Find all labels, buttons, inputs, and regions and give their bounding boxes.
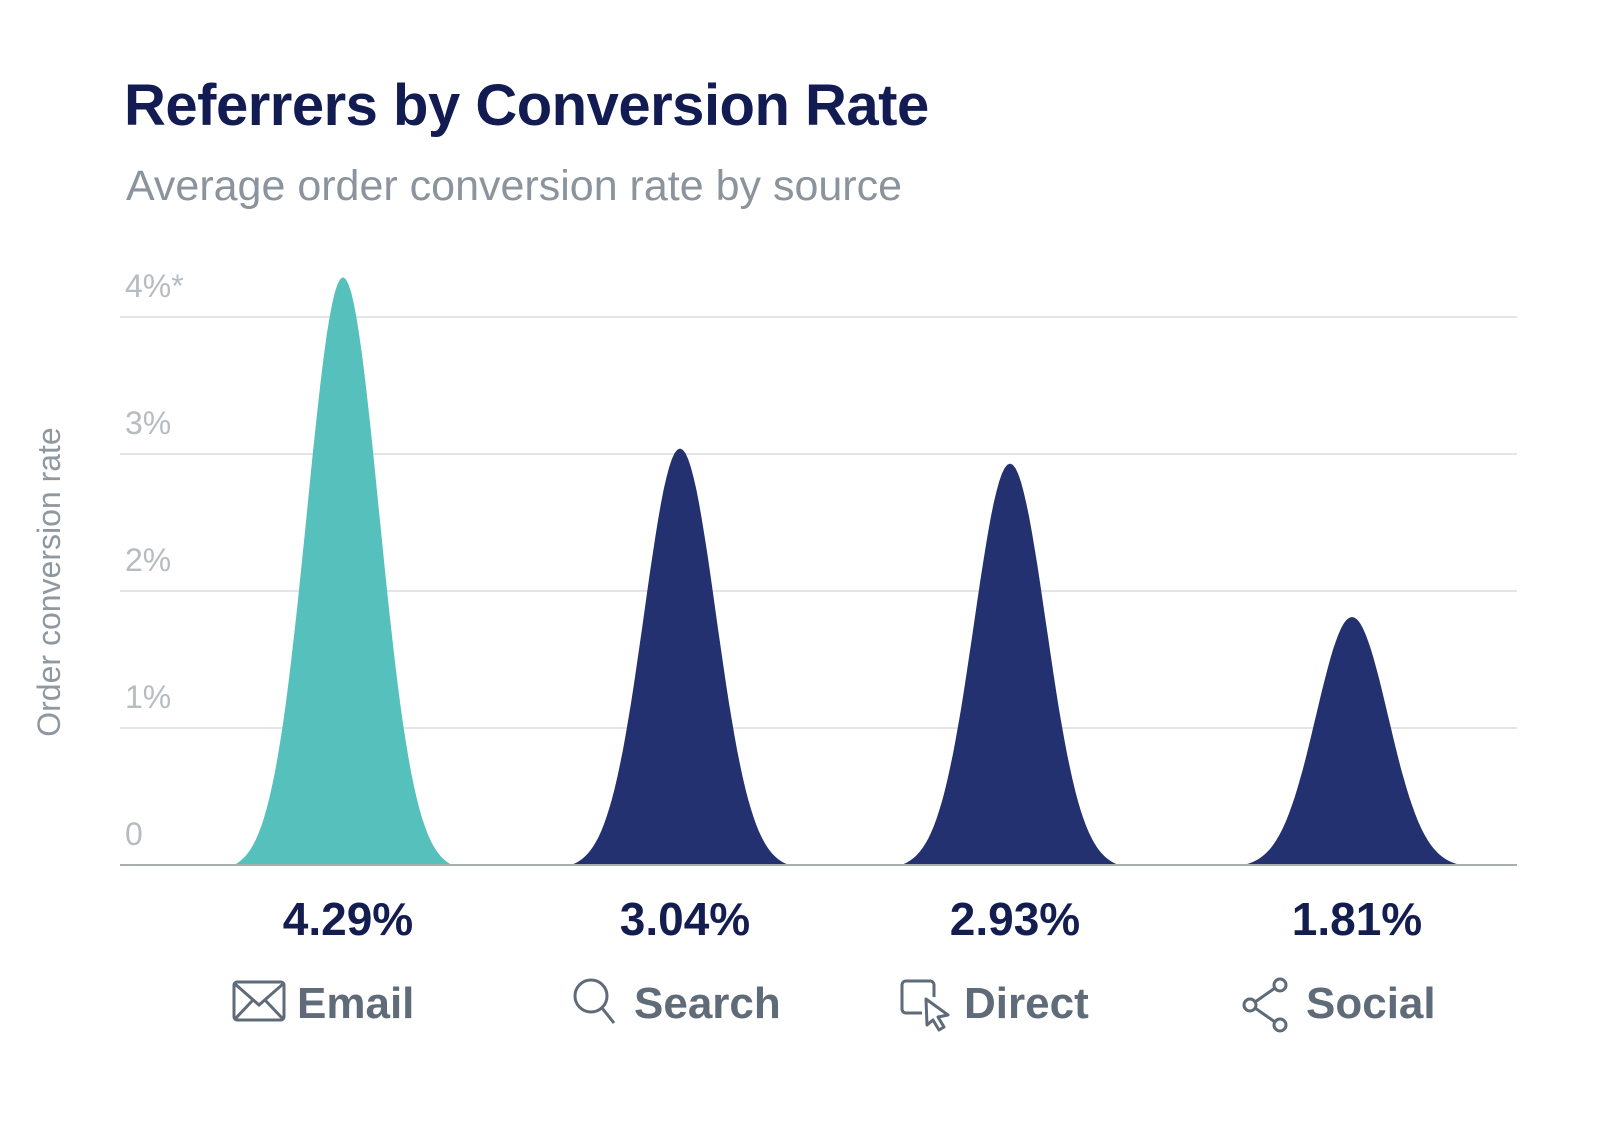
peak-email [234, 277, 452, 865]
y-axis-label: Order conversion rate [31, 427, 67, 736]
y-tick-label: 3% [125, 405, 171, 441]
category-label: Search [634, 979, 781, 1028]
value-label: 1.81% [1292, 893, 1422, 945]
category-label: Social [1306, 979, 1436, 1028]
peak-social [1243, 617, 1461, 865]
value-label: 4.29% [283, 893, 413, 945]
y-tick-label: 2% [125, 542, 171, 578]
envelope-icon [232, 980, 286, 1022]
peak-direct [901, 463, 1119, 865]
y-tick-label: 1% [125, 679, 171, 715]
y-tick-label: 4%* [125, 268, 184, 304]
category-label: Direct [964, 979, 1089, 1028]
search-icon [573, 978, 616, 1024]
chart-title: Referrers by Conversion Rate [124, 73, 929, 138]
share-icon [1242, 977, 1288, 1033]
chart-subtitle: Average order conversion rate by source [126, 162, 903, 210]
value-label: 3.04% [620, 893, 750, 945]
category-label: Email [297, 979, 414, 1028]
cursor-click-icon [900, 979, 950, 1032]
peak-search [571, 448, 789, 865]
value-label: 2.93% [950, 893, 1080, 945]
y-tick-label: 0 [125, 816, 143, 852]
